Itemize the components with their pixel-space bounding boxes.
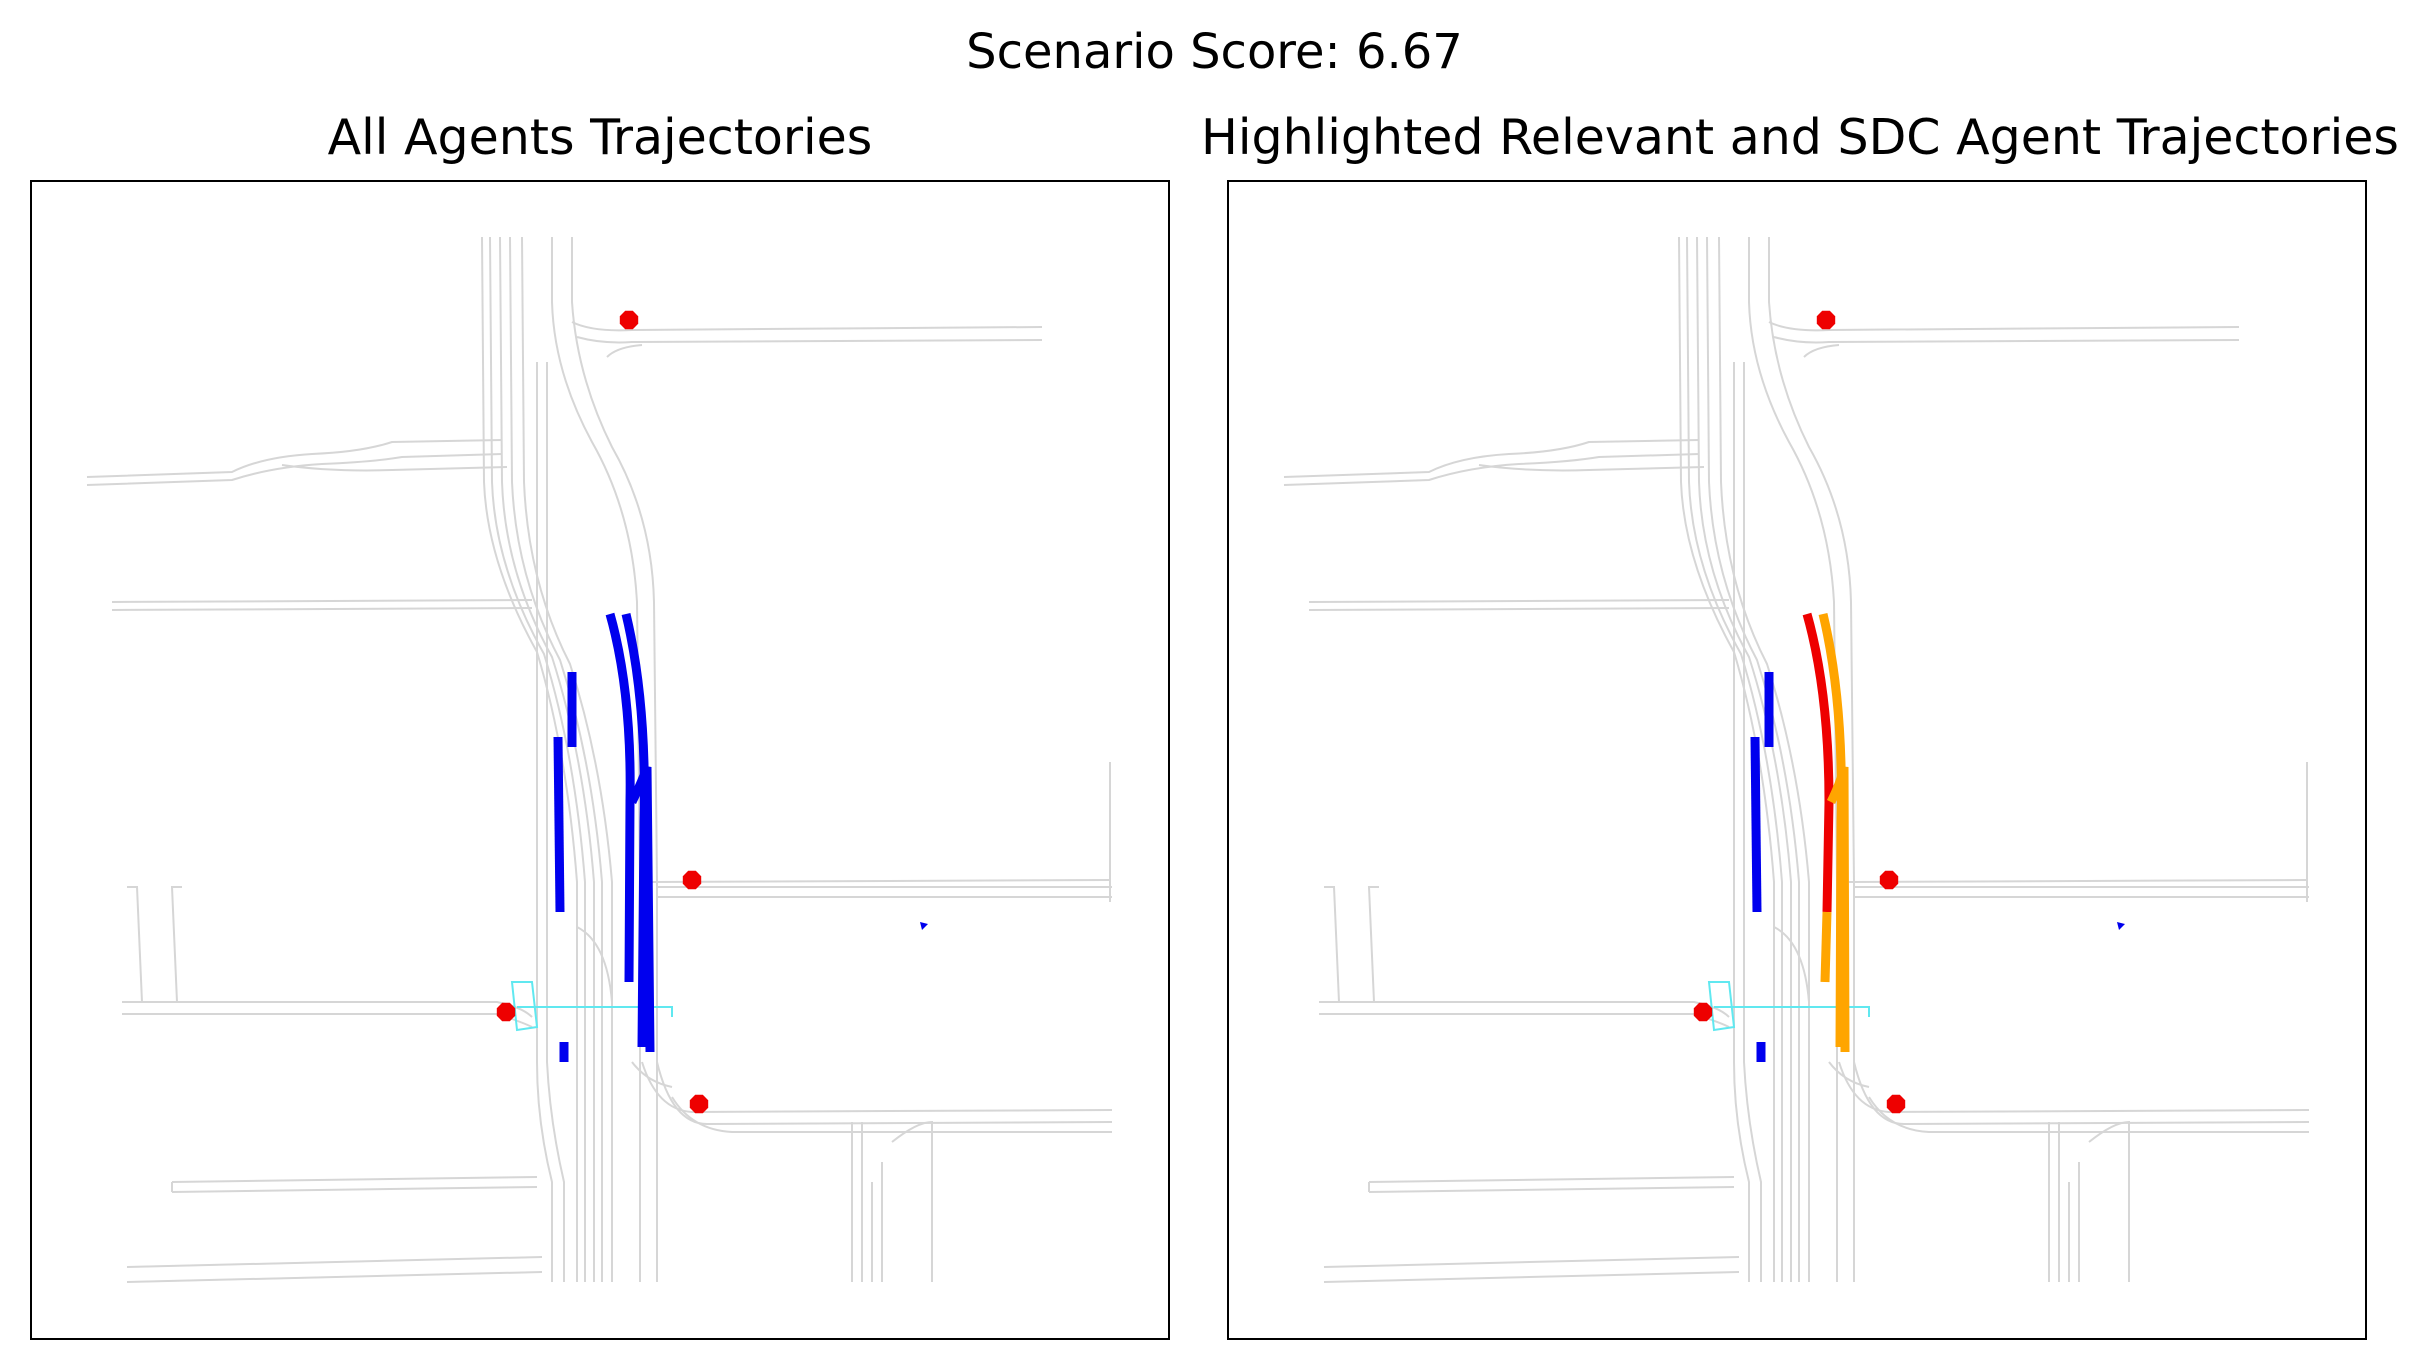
road-lane-line [1718,236,1810,1282]
sdc-agent-trajectory [1826,766,1850,1053]
road-lane-line [576,336,1043,344]
road-lane-line [86,439,503,478]
road-lane-line [1748,237,1838,1282]
road-lane-line [1368,1176,1735,1183]
road-lane-line [86,453,503,486]
road-lane-line [126,1256,543,1268]
agent-trajectory [605,612,635,983]
road-lane-line [126,1271,543,1283]
road-lane-line [171,1186,538,1193]
road-lane-line [1773,926,1810,1003]
road-lane-line [127,886,152,1003]
road-lane-line [2088,1120,2130,1282]
road-lane-line [1743,362,1762,1282]
agent-marker [920,922,928,930]
road-lane-line [656,1061,1113,1126]
road-lane-line [571,321,1043,332]
road-lane-line [546,362,565,1282]
sdc-agent-trajectory [1820,911,1832,983]
crosswalk [510,981,539,1032]
road-lane-line [489,236,586,1282]
road-lane-line [111,599,533,603]
road-lane-line [122,1001,533,1018]
road-lane-line [171,1176,538,1183]
road-lane-line [122,1013,533,1028]
road-lane-line [1478,464,1705,472]
map-panel-all-agents [30,180,1170,1340]
crosswalk [517,1006,673,1017]
panel-title-all-agents: All Agents Trajectories [327,109,873,166]
road-lane-line [499,236,595,1282]
stop-sign-icon [682,870,702,890]
road-lane-line [1283,439,1700,478]
scenario-score-title: Scenario Score: 6.67 [966,24,1463,80]
road-lane-line [1838,1061,2310,1114]
road-lane-line [631,1061,673,1088]
road-lane-line [1868,1096,2309,1133]
stop-sign-icon [1693,1002,1713,1022]
road-lane-line [536,362,553,1282]
road-lane-line [1828,1061,1870,1088]
road-lane-line [551,237,641,1282]
road-lane-line [1686,236,1783,1282]
road-lane-line [1319,1013,1730,1028]
agent-trajectory [627,765,655,1053]
road-lane-line [671,1096,1112,1133]
crosswalk [1714,1006,1870,1017]
road-lane-line [1853,1061,2310,1126]
road-lane-line [281,464,508,472]
agent-trajectory [553,736,565,913]
road-lane-line [111,607,533,611]
road-lane-line [641,1061,1113,1114]
road-lane-line [1768,237,1855,1282]
stop-sign-icon [1879,870,1899,890]
road-lane-line [1848,879,2308,883]
stop-sign-icon [1886,1094,1906,1114]
road-lane-line [1359,886,1379,1003]
road-lane-line [162,886,182,1003]
road-lane-line [1696,236,1792,1282]
map-panel-highlighted [1227,180,2367,1340]
road-lane-line [1308,607,1730,611]
road-lane-line [1324,886,1349,1003]
stop-sign-icon [1816,310,1836,330]
road-lane-line [606,344,643,358]
road-lane-line [1773,336,2240,344]
road-lane-line [1768,321,2240,332]
road-lane-line [1323,1271,1740,1283]
agent-marker [2117,922,2125,930]
road-lane-line [651,879,1111,883]
road-lane-line [1733,362,1750,1282]
agent-trajectory [1750,736,1762,913]
road-lane-line [571,237,658,1282]
road-lane-line [891,1120,933,1282]
road-lane-line [1706,236,1800,1282]
road-lane-line [521,236,613,1282]
map-canvas-highlighted [1283,236,2310,1283]
road-lane-line [1368,1186,1735,1193]
road-lane-line [1283,453,1700,486]
road-lane-line [576,926,613,1003]
stop-sign-icon [619,310,639,330]
road-lane-line [1323,1256,1740,1268]
stop-sign-icon [689,1094,709,1114]
stop-sign-icon [496,1002,516,1022]
road-lane-line [1803,344,1840,358]
relevant-agent-trajectory [1802,612,1834,913]
road-lane-line [1308,599,1730,603]
road-lane-line [1319,1001,1730,1018]
crosswalk [1707,981,1736,1032]
panel-title-highlighted: Highlighted Relevant and SDC Agent Traje… [1201,109,2399,166]
map-canvas-all-agents [86,236,1113,1283]
road-lane-line [509,236,603,1282]
